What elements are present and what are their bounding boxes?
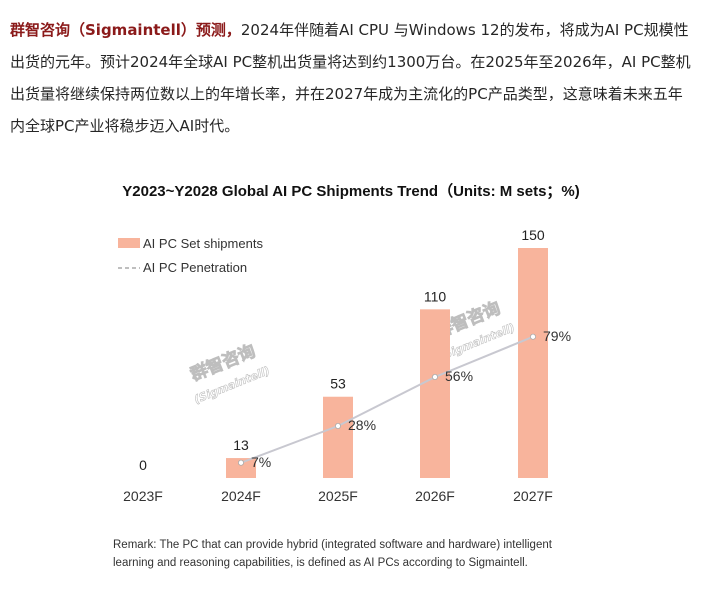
bar-2025F bbox=[323, 396, 353, 478]
penetration-label: 7% bbox=[251, 454, 271, 470]
bars: 0 13 53 110 150 bbox=[139, 227, 548, 478]
watermark-left: 群智咨询 (Sigmaintell) bbox=[187, 340, 272, 407]
x-tick-label: 2024F bbox=[221, 488, 261, 504]
chart-title: Y2023~Y2028 Global AI PC Shipments Trend… bbox=[122, 183, 580, 200]
legend-label-bars: AI PC Set shipments bbox=[143, 236, 263, 251]
intro-lead: 群智咨询（Sigmaintell）预测， bbox=[10, 21, 241, 39]
legend: AI PC Set shipments AI PC Penetration bbox=[118, 236, 263, 275]
penetration-label: 79% bbox=[543, 328, 571, 344]
bar-2027F bbox=[518, 248, 548, 478]
x-tick-label: 2023F bbox=[123, 488, 163, 504]
bar-value-label: 150 bbox=[521, 227, 545, 243]
penetration-line: 7% 28% 56% 79% bbox=[237, 328, 571, 470]
penetration-label: 28% bbox=[348, 417, 376, 433]
x-tick-label: 2025F bbox=[318, 488, 358, 504]
x-tick-label: 2027F bbox=[513, 488, 553, 504]
bar-value-label: 0 bbox=[139, 457, 147, 473]
x-tick-label: 2026F bbox=[415, 488, 455, 504]
bar-value-label: 13 bbox=[233, 437, 249, 453]
legend-swatch-bars bbox=[118, 238, 140, 248]
bar-value-label: 110 bbox=[424, 288, 447, 304]
intro-text: 2024年伴随着AI CPU 与Windows 12的发布，将成为AI PC规模… bbox=[10, 21, 691, 135]
penetration-point bbox=[237, 459, 244, 466]
legend-label-line: AI PC Penetration bbox=[143, 260, 247, 275]
penetration-polyline bbox=[240, 335, 534, 464]
penetration-label: 56% bbox=[445, 368, 473, 384]
penetration-point bbox=[431, 373, 438, 380]
bar-2026F bbox=[420, 309, 450, 478]
remark: Remark: The PC that can provide hybrid (… bbox=[113, 539, 552, 569]
penetration-point bbox=[334, 422, 341, 429]
x-axis: 2023F 2024F 2025F 2026F 2027F bbox=[123, 488, 553, 504]
penetration-point bbox=[530, 333, 537, 340]
bar-2024F bbox=[226, 458, 256, 478]
intro-paragraph: 群智咨询（Sigmaintell）预测，2024年伴随着AI CPU 与Wind… bbox=[10, 14, 694, 142]
bar-value-label: 53 bbox=[330, 376, 346, 392]
